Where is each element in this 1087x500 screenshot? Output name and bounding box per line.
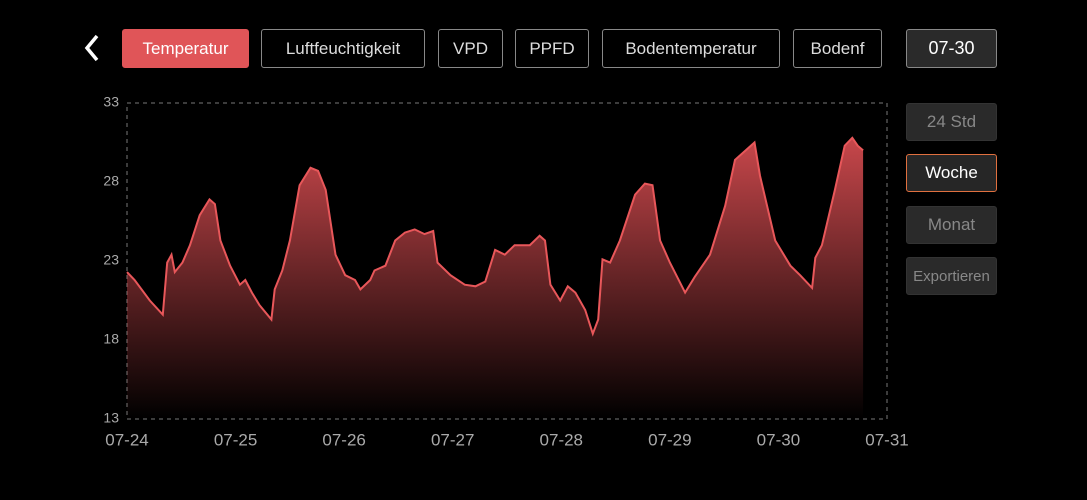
x-tick-label: 07-27 <box>431 430 474 449</box>
range-button[interactable]: Monat <box>906 206 997 244</box>
line <box>126 136 864 337</box>
date-button[interactable]: 07-30 <box>906 29 997 68</box>
tab[interactable]: Bodentemperatur <box>602 29 780 68</box>
y-tick-label: 13 <box>103 410 119 426</box>
x-tick-label: 07-26 <box>322 430 365 449</box>
y-tick-label: 33 <box>103 94 119 110</box>
back-arrow[interactable] <box>84 34 99 62</box>
tab[interactable]: VPD <box>438 29 503 68</box>
x-tick-label: 07-25 <box>214 430 257 449</box>
export-button[interactable]: Exportieren <box>906 257 997 295</box>
range-button[interactable]: 24 Std <box>906 103 997 141</box>
tab[interactable]: Temperatur <box>122 29 249 68</box>
area <box>127 137 864 420</box>
tab[interactable]: Luftfeuchtigkeit <box>261 29 425 68</box>
x-tick-label: 07-30 <box>757 430 800 449</box>
x-tick-label: 07-24 <box>105 430 148 449</box>
y-tick-label: 23 <box>103 252 119 268</box>
tab[interactable]: Bodenf <box>793 29 882 68</box>
x-tick-label: 07-28 <box>540 430 583 449</box>
tab[interactable]: PPFD <box>515 29 589 68</box>
range-button[interactable]: Woche <box>906 154 997 192</box>
y-tick-label: 18 <box>103 331 119 347</box>
y-tick-label: 28 <box>103 173 119 189</box>
x-tick-label: 07-31 <box>865 430 908 449</box>
x-tick-label: 07-29 <box>648 430 691 449</box>
